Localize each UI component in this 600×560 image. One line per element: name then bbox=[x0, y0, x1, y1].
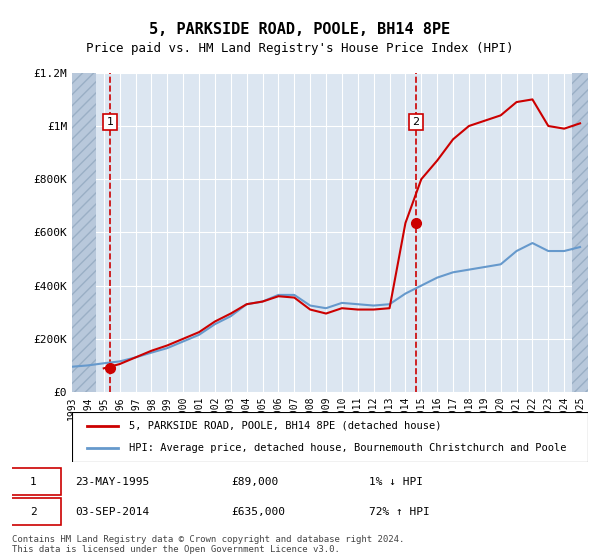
Text: 2: 2 bbox=[412, 117, 419, 127]
Text: Contains HM Land Registry data © Crown copyright and database right 2024.
This d: Contains HM Land Registry data © Crown c… bbox=[12, 535, 404, 554]
Text: 2: 2 bbox=[30, 507, 37, 517]
Text: £89,000: £89,000 bbox=[231, 477, 278, 487]
FancyBboxPatch shape bbox=[72, 412, 588, 462]
Text: 5, PARKSIDE ROAD, POOLE, BH14 8PE: 5, PARKSIDE ROAD, POOLE, BH14 8PE bbox=[149, 22, 451, 38]
FancyBboxPatch shape bbox=[6, 468, 61, 495]
Text: 5, PARKSIDE ROAD, POOLE, BH14 8PE (detached house): 5, PARKSIDE ROAD, POOLE, BH14 8PE (detac… bbox=[129, 421, 441, 431]
Bar bbox=[572, 73, 588, 392]
Text: 72% ↑ HPI: 72% ↑ HPI bbox=[369, 507, 430, 517]
Bar bbox=[72, 73, 96, 392]
Text: HPI: Average price, detached house, Bournemouth Christchurch and Poole: HPI: Average price, detached house, Bour… bbox=[129, 443, 566, 453]
Text: 1: 1 bbox=[106, 117, 113, 127]
Text: 1: 1 bbox=[30, 477, 37, 487]
Text: 23-MAY-1995: 23-MAY-1995 bbox=[76, 477, 149, 487]
Text: Price paid vs. HM Land Registry's House Price Index (HPI): Price paid vs. HM Land Registry's House … bbox=[86, 42, 514, 55]
FancyBboxPatch shape bbox=[6, 498, 61, 525]
Text: 1% ↓ HPI: 1% ↓ HPI bbox=[369, 477, 423, 487]
Text: 03-SEP-2014: 03-SEP-2014 bbox=[76, 507, 149, 517]
Text: £635,000: £635,000 bbox=[231, 507, 285, 517]
